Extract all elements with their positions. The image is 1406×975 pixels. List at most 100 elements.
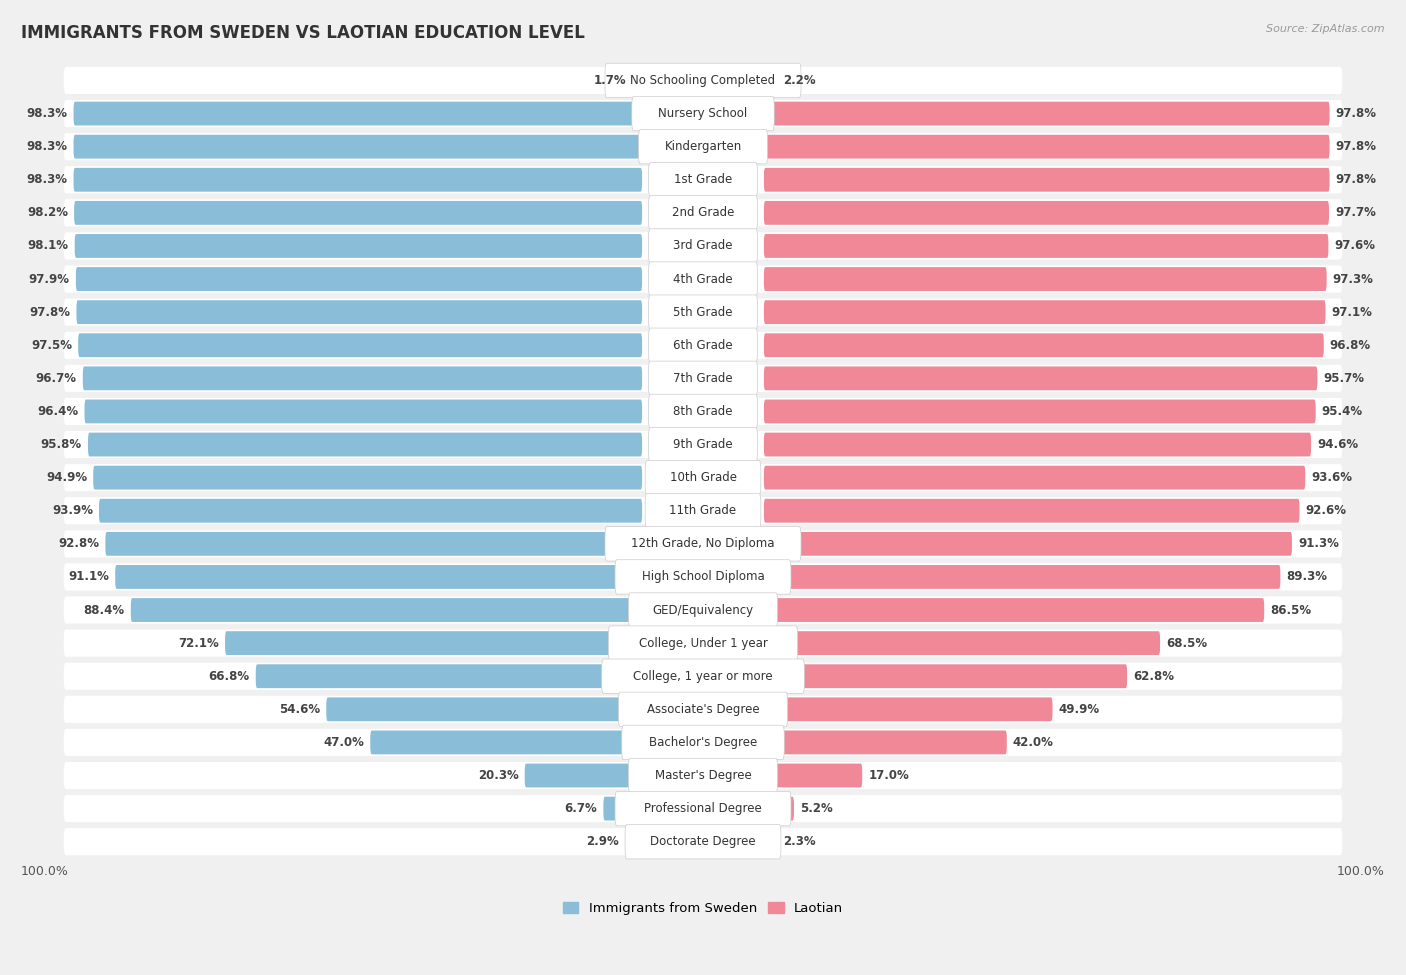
Text: 2.9%: 2.9% [586, 836, 619, 848]
Text: 72.1%: 72.1% [179, 637, 219, 649]
FancyBboxPatch shape [648, 262, 758, 296]
Text: 1st Grade: 1st Grade [673, 174, 733, 186]
Text: 97.1%: 97.1% [1331, 305, 1372, 319]
FancyBboxPatch shape [628, 759, 778, 793]
Text: 97.7%: 97.7% [1336, 207, 1376, 219]
Text: 4th Grade: 4th Grade [673, 273, 733, 286]
FancyBboxPatch shape [63, 332, 1343, 359]
Text: Source: ZipAtlas.com: Source: ZipAtlas.com [1267, 24, 1385, 34]
Text: 98.1%: 98.1% [28, 240, 69, 253]
FancyBboxPatch shape [763, 730, 1007, 755]
FancyBboxPatch shape [648, 163, 758, 197]
Text: 92.6%: 92.6% [1306, 504, 1347, 518]
FancyBboxPatch shape [89, 433, 643, 456]
FancyBboxPatch shape [63, 564, 1343, 591]
Text: 96.7%: 96.7% [35, 371, 77, 385]
Text: 97.5%: 97.5% [31, 338, 72, 352]
FancyBboxPatch shape [63, 265, 1343, 292]
FancyBboxPatch shape [619, 692, 787, 726]
Text: 96.4%: 96.4% [38, 405, 79, 418]
Text: 91.1%: 91.1% [69, 570, 110, 583]
Text: 95.7%: 95.7% [1323, 371, 1364, 385]
Text: 97.8%: 97.8% [30, 305, 70, 319]
FancyBboxPatch shape [115, 566, 643, 589]
Text: 62.8%: 62.8% [1133, 670, 1174, 682]
Text: 54.6%: 54.6% [280, 703, 321, 716]
Text: Doctorate Degree: Doctorate Degree [650, 836, 756, 848]
Text: 91.3%: 91.3% [1298, 537, 1339, 550]
FancyBboxPatch shape [603, 797, 643, 821]
FancyBboxPatch shape [648, 295, 758, 330]
FancyBboxPatch shape [63, 530, 1343, 558]
FancyBboxPatch shape [609, 626, 797, 660]
FancyBboxPatch shape [63, 464, 1343, 491]
FancyBboxPatch shape [98, 499, 643, 523]
Text: 17.0%: 17.0% [869, 769, 910, 782]
FancyBboxPatch shape [763, 234, 1329, 257]
Text: 2.2%: 2.2% [783, 74, 815, 87]
Text: Associate's Degree: Associate's Degree [647, 703, 759, 716]
Text: 98.3%: 98.3% [27, 140, 67, 153]
FancyBboxPatch shape [626, 825, 780, 859]
Text: 93.6%: 93.6% [1312, 471, 1353, 485]
Text: 92.8%: 92.8% [58, 537, 100, 550]
Text: 98.3%: 98.3% [27, 174, 67, 186]
Text: Nursery School: Nursery School [658, 107, 748, 120]
FancyBboxPatch shape [524, 763, 643, 788]
FancyBboxPatch shape [648, 427, 758, 462]
FancyBboxPatch shape [763, 763, 862, 788]
FancyBboxPatch shape [763, 697, 1053, 722]
Text: 97.8%: 97.8% [1336, 140, 1376, 153]
FancyBboxPatch shape [63, 199, 1343, 226]
FancyBboxPatch shape [763, 664, 1128, 688]
Text: 96.8%: 96.8% [1330, 338, 1371, 352]
Text: 9th Grade: 9th Grade [673, 438, 733, 451]
Text: 5.2%: 5.2% [800, 802, 832, 815]
FancyBboxPatch shape [326, 697, 643, 722]
FancyBboxPatch shape [648, 361, 758, 396]
FancyBboxPatch shape [63, 298, 1343, 326]
Text: 95.8%: 95.8% [41, 438, 82, 451]
Text: 6.7%: 6.7% [565, 802, 598, 815]
Text: 98.3%: 98.3% [27, 107, 67, 120]
FancyBboxPatch shape [79, 333, 643, 357]
Text: 97.6%: 97.6% [1334, 240, 1375, 253]
FancyBboxPatch shape [763, 532, 1292, 556]
Text: 47.0%: 47.0% [323, 736, 364, 749]
Text: 100.0%: 100.0% [21, 865, 69, 878]
FancyBboxPatch shape [63, 696, 1343, 722]
FancyBboxPatch shape [63, 630, 1343, 657]
Text: 1.7%: 1.7% [593, 74, 626, 87]
FancyBboxPatch shape [131, 598, 643, 622]
Text: 100.0%: 100.0% [1337, 865, 1385, 878]
Text: Bachelor's Degree: Bachelor's Degree [650, 736, 756, 749]
Text: 98.2%: 98.2% [27, 207, 67, 219]
FancyBboxPatch shape [648, 229, 758, 263]
Text: 42.0%: 42.0% [1012, 736, 1053, 749]
FancyBboxPatch shape [63, 828, 1343, 855]
Text: 5th Grade: 5th Grade [673, 305, 733, 319]
FancyBboxPatch shape [63, 232, 1343, 259]
FancyBboxPatch shape [605, 63, 801, 98]
FancyBboxPatch shape [628, 593, 778, 627]
FancyBboxPatch shape [63, 795, 1343, 822]
Text: 94.9%: 94.9% [46, 471, 87, 485]
FancyBboxPatch shape [602, 659, 804, 693]
Legend: Immigrants from Sweden, Laotian: Immigrants from Sweden, Laotian [557, 897, 849, 920]
FancyBboxPatch shape [763, 631, 1160, 655]
FancyBboxPatch shape [763, 267, 1327, 291]
FancyBboxPatch shape [93, 466, 643, 489]
FancyBboxPatch shape [763, 797, 794, 821]
Text: 93.9%: 93.9% [52, 504, 93, 518]
FancyBboxPatch shape [633, 68, 643, 93]
Text: College, Under 1 year: College, Under 1 year [638, 637, 768, 649]
Text: 88.4%: 88.4% [83, 604, 125, 616]
Text: 11th Grade: 11th Grade [669, 504, 737, 518]
Text: 66.8%: 66.8% [208, 670, 250, 682]
FancyBboxPatch shape [614, 792, 792, 826]
FancyBboxPatch shape [648, 394, 758, 429]
FancyBboxPatch shape [76, 300, 643, 324]
Text: 7th Grade: 7th Grade [673, 371, 733, 385]
FancyBboxPatch shape [621, 725, 785, 760]
FancyBboxPatch shape [63, 166, 1343, 193]
